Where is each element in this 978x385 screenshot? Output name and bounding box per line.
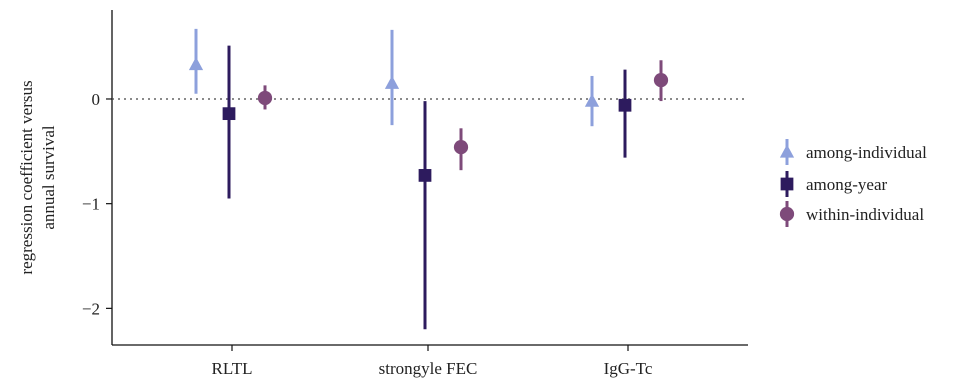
legend-label: within-individual — [806, 205, 924, 224]
data-point-among-year — [618, 69, 632, 158]
legend-label: among-year — [806, 175, 888, 194]
data-point-within-individual — [453, 128, 469, 171]
data-point-among-individual — [188, 28, 204, 94]
legend-item-among-year: among-year — [780, 171, 888, 197]
data-point-among-individual — [384, 29, 400, 126]
y-tick-label: 0 — [92, 90, 101, 109]
x-tick-label: strongyle FEC — [379, 359, 478, 378]
circle-marker — [257, 90, 273, 106]
circle-marker — [653, 73, 669, 88]
data-point-within-individual — [257, 85, 273, 110]
y-tick-label: −1 — [82, 195, 100, 214]
square-marker — [780, 177, 794, 191]
square-marker — [418, 169, 432, 182]
triangle-marker — [779, 144, 795, 158]
axes: 0 −1 −2 RLTL strongyle FEC IgG-Tc — [82, 10, 748, 378]
legend: among-individual among-year within-individ… — [779, 139, 927, 227]
y-axis-title-line: regression coefficient versus — [17, 80, 36, 274]
y-tick-label: −2 — [82, 299, 100, 318]
circle-marker — [779, 206, 795, 222]
data-point-among-year — [222, 45, 236, 199]
legend-item-among-individual: among-individual — [779, 139, 927, 165]
legend-item-within-individual: within-individual — [779, 201, 924, 227]
triangle-marker — [584, 93, 600, 107]
square-marker — [222, 107, 236, 121]
data-point-among-individual — [584, 75, 600, 127]
legend-label: among-individual — [806, 143, 927, 162]
data-point-within-individual — [653, 60, 669, 102]
data-point-among-year — [418, 101, 432, 330]
circle-marker — [453, 140, 469, 155]
y-axis-title-line: annual survival — [39, 125, 58, 230]
square-marker — [618, 98, 632, 112]
data-marks — [188, 28, 669, 330]
y-axis-title: regression coefficient versus annual surv… — [17, 80, 58, 274]
triangle-marker — [188, 56, 204, 71]
triangle-marker — [384, 75, 400, 89]
x-tick-label: IgG-Tc — [604, 359, 653, 378]
x-tick-label: RLTL — [212, 359, 253, 378]
